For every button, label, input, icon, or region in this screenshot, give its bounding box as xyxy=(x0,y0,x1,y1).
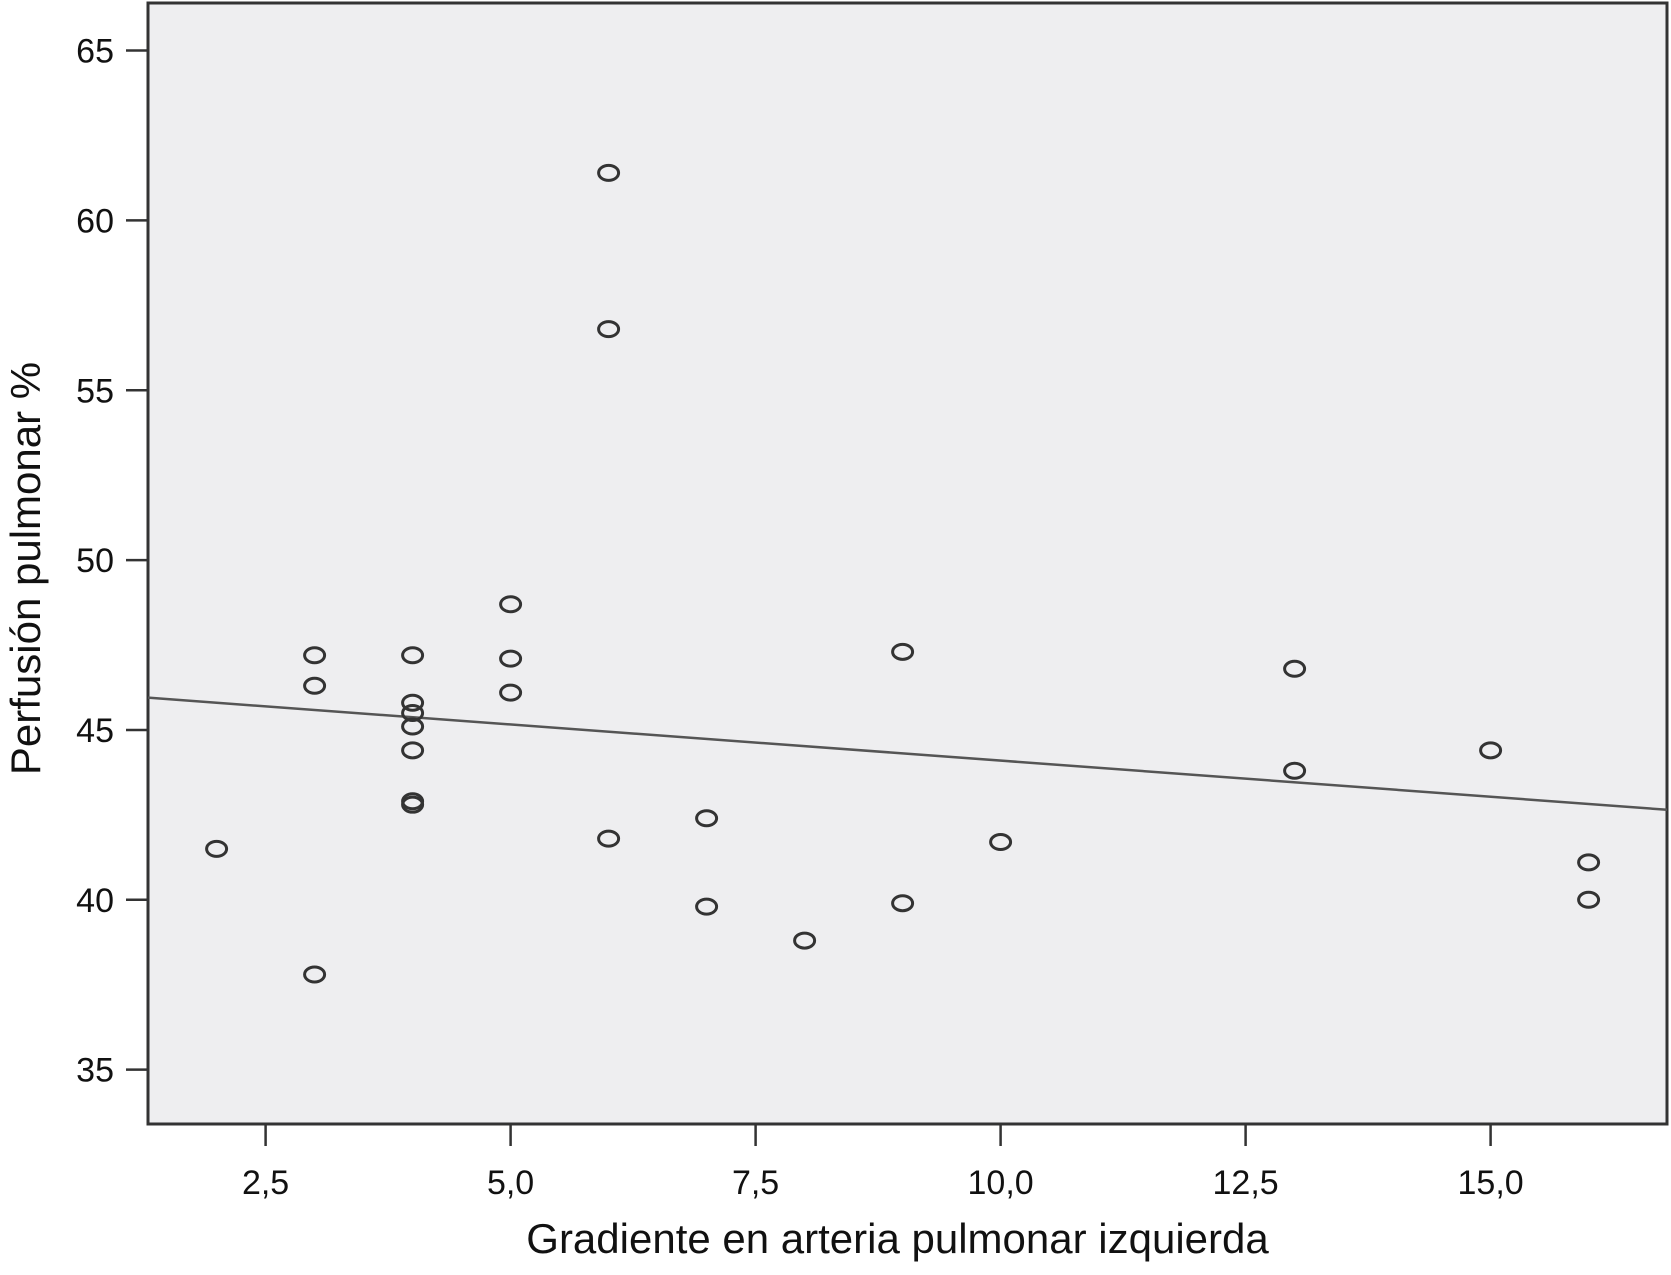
x-tick-label: 10,0 xyxy=(968,1164,1034,1202)
data-point xyxy=(303,965,327,984)
data-point xyxy=(695,897,719,916)
x-tick-label: 5,0 xyxy=(487,1164,534,1202)
data-point xyxy=(1479,741,1503,760)
data-point xyxy=(303,646,327,665)
y-tick-label: 40 xyxy=(76,882,114,920)
data-point xyxy=(1283,659,1307,678)
y-tick-label: 50 xyxy=(76,542,114,580)
data-point xyxy=(401,717,425,736)
x-tick-label: 15,0 xyxy=(1458,1164,1524,1202)
data-point xyxy=(499,595,523,614)
data-points xyxy=(205,163,1601,984)
data-point xyxy=(1577,890,1601,909)
data-point xyxy=(205,839,229,858)
x-tick-label: 7,5 xyxy=(732,1164,779,1202)
y-tick-label: 65 xyxy=(76,33,114,71)
x-tick-label: 2,5 xyxy=(242,1164,289,1202)
y-tick-label: 35 xyxy=(76,1052,114,1090)
y-tick-label: 45 xyxy=(76,712,114,750)
data-point xyxy=(401,795,425,814)
data-point xyxy=(303,676,327,695)
y-tick-label: 60 xyxy=(76,202,114,240)
data-point xyxy=(401,693,425,712)
data-point xyxy=(597,829,621,848)
data-point xyxy=(401,741,425,760)
data-point xyxy=(989,833,1013,852)
data-point xyxy=(1283,761,1307,780)
x-axis: 2,5 5,0 7,5 10,0 12,5 15,0 xyxy=(242,1124,1524,1202)
data-point xyxy=(891,642,915,661)
data-point xyxy=(793,931,817,950)
data-point xyxy=(695,809,719,828)
fit-line-group xyxy=(147,696,1668,812)
x-tick-label: 12,5 xyxy=(1213,1164,1279,1202)
data-point xyxy=(401,646,425,665)
fit-line xyxy=(147,696,1668,812)
data-point xyxy=(597,320,621,339)
y-axis-title: Perfusión pulmonar % xyxy=(2,362,49,775)
data-point xyxy=(597,163,621,182)
data-point xyxy=(891,894,915,913)
data-point xyxy=(499,649,523,668)
y-tick-label: 55 xyxy=(76,372,114,410)
data-point xyxy=(499,683,523,702)
plot-area xyxy=(146,1,1669,1126)
y-axis: 35 40 45 50 55 60 65 xyxy=(76,33,148,1090)
x-axis-title: Gradiente en arteria pulmonar izquierda xyxy=(526,1215,1269,1262)
data-point xyxy=(1577,853,1601,872)
